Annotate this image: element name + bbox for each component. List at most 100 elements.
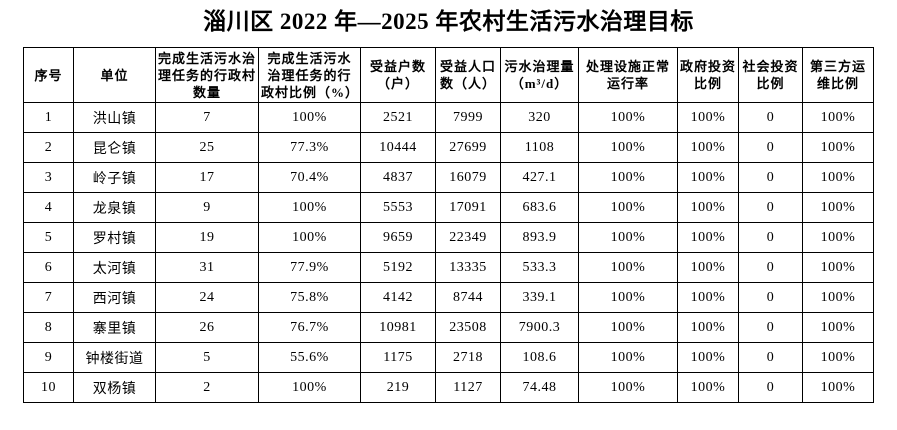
table-cell: 100% — [578, 312, 678, 343]
table-cell: 19 — [155, 222, 259, 253]
table-cell: 17 — [155, 162, 259, 193]
table-row: 10 双杨镇 2 100% 219 1127 74.48 100% 100% 0 100% — [23, 372, 874, 403]
table-cell: 0 — [738, 132, 803, 163]
column-header-government-investment-ratio: 政府投资比例 — [677, 47, 739, 103]
table-cell: 108.6 — [500, 342, 579, 373]
table-cell: 683.6 — [500, 192, 579, 223]
table-cell: 100% — [578, 282, 678, 313]
table-cell: 25 — [155, 132, 259, 163]
table-cell: 533.3 — [500, 252, 579, 283]
table-cell: 22349 — [435, 222, 501, 253]
table-cell: 5 — [155, 342, 259, 373]
table-cell: 3 — [23, 162, 74, 193]
table-cell: 13335 — [435, 252, 501, 283]
table-row: 8 寨里镇 26 76.7% 10981 23508 7900.3 100% 100% 0 100% — [23, 312, 874, 343]
table-cell: 6 — [23, 252, 74, 283]
table-cell: 0 — [738, 252, 803, 283]
table-row: 1 洪山镇 7 100% 2521 7999 320 100% 100% 0 100% — [23, 102, 874, 133]
table-cell: 16079 — [435, 162, 501, 193]
table-cell: 77.3% — [258, 132, 361, 163]
table-cell: 100% — [258, 372, 361, 403]
table-cell: 洪山镇 — [73, 102, 156, 133]
table-cell: 100% — [677, 372, 739, 403]
table-cell: 100% — [677, 282, 739, 313]
table-cell: 55.6% — [258, 342, 361, 373]
column-header-sewage-treatment-volume: 污水治理量（m³/d） — [500, 47, 579, 103]
table-cell: 100% — [802, 102, 874, 133]
table-cell: 100% — [802, 132, 874, 163]
table-cell: 100% — [802, 222, 874, 253]
table-cell: 2 — [155, 372, 259, 403]
table-cell: 5553 — [360, 192, 436, 223]
table-cell: 4 — [23, 192, 74, 223]
column-header-unit: 单位 — [73, 47, 156, 103]
table-cell: 7 — [23, 282, 74, 313]
table-cell: 100% — [677, 102, 739, 133]
table-cell: 100% — [258, 102, 361, 133]
table-cell: 100% — [802, 312, 874, 343]
table-cell: 100% — [258, 222, 361, 253]
table-cell: 西河镇 — [73, 282, 156, 313]
table-cell: 9 — [23, 342, 74, 373]
column-header-benefited-households: 受益户数（户） — [360, 47, 436, 103]
table-cell: 0 — [738, 312, 803, 343]
table-cell: 5192 — [360, 252, 436, 283]
column-header-villages-completed-ratio: 完成生活污水治理任务的行政村比例（%） — [258, 47, 361, 103]
table-cell: 2718 — [435, 342, 501, 373]
table-cell: 0 — [738, 222, 803, 253]
table-cell: 100% — [677, 192, 739, 223]
table-cell: 2521 — [360, 102, 436, 133]
table-cell: 17091 — [435, 192, 501, 223]
table-cell: 2 — [23, 132, 74, 163]
table-cell: 太河镇 — [73, 252, 156, 283]
table-cell: 24 — [155, 282, 259, 313]
table-cell: 寨里镇 — [73, 312, 156, 343]
table-cell: 岭子镇 — [73, 162, 156, 193]
table-cell: 10981 — [360, 312, 436, 343]
column-header-benefited-population: 受益人口数（人） — [435, 47, 501, 103]
table-cell: 27699 — [435, 132, 501, 163]
table-cell: 双杨镇 — [73, 372, 156, 403]
sewage-treatment-targets-table: 序号 单位 完成生活污水治理任务的行政村数量 完成生活污水治理任务的行政村比例（… — [23, 47, 874, 403]
table-cell: 100% — [578, 102, 678, 133]
table-cell: 427.1 — [500, 162, 579, 193]
table-cell: 320 — [500, 102, 579, 133]
table-cell: 0 — [738, 162, 803, 193]
table-cell: 31 — [155, 252, 259, 283]
table-cell: 100% — [578, 132, 678, 163]
table-cell: 100% — [802, 162, 874, 193]
table-cell: 100% — [802, 282, 874, 313]
table-row: 4 龙泉镇 9 100% 5553 17091 683.6 100% 100% 0 100% — [23, 192, 874, 223]
table-cell: 9 — [155, 192, 259, 223]
table-cell: 0 — [738, 192, 803, 223]
table-cell: 26 — [155, 312, 259, 343]
table-cell: 0 — [738, 372, 803, 403]
table-cell: 100% — [802, 192, 874, 223]
table-cell: 100% — [578, 342, 678, 373]
table-row: 9 钟楼街道 5 55.6% 1175 2718 108.6 100% 100% 0 100% — [23, 342, 874, 373]
table-cell: 9659 — [360, 222, 436, 253]
table-cell: 7 — [155, 102, 259, 133]
table-cell: 0 — [738, 282, 803, 313]
table-cell: 893.9 — [500, 222, 579, 253]
table-cell: 1 — [23, 102, 74, 133]
table-cell: 1108 — [500, 132, 579, 163]
column-header-villages-completed: 完成生活污水治理任务的行政村数量 — [155, 47, 259, 103]
table-cell: 339.1 — [500, 282, 579, 313]
table-cell: 100% — [578, 162, 678, 193]
table-cell: 7999 — [435, 102, 501, 133]
table-cell: 100% — [578, 372, 678, 403]
table-cell: 74.48 — [500, 372, 579, 403]
table-cell: 100% — [578, 252, 678, 283]
table-cell: 4837 — [360, 162, 436, 193]
table-cell: 5 — [23, 222, 74, 253]
column-header-social-investment-ratio: 社会投资比例 — [738, 47, 803, 103]
table-cell: 75.8% — [258, 282, 361, 313]
table-cell: 100% — [578, 222, 678, 253]
table-cell: 76.7% — [258, 312, 361, 343]
table-cell: 0 — [738, 342, 803, 373]
table-cell: 7900.3 — [500, 312, 579, 343]
column-header-third-party-om-ratio: 第三方运维比例 — [802, 47, 874, 103]
table-header-row: 序号 单位 完成生活污水治理任务的行政村数量 完成生活污水治理任务的行政村比例（… — [23, 47, 874, 103]
